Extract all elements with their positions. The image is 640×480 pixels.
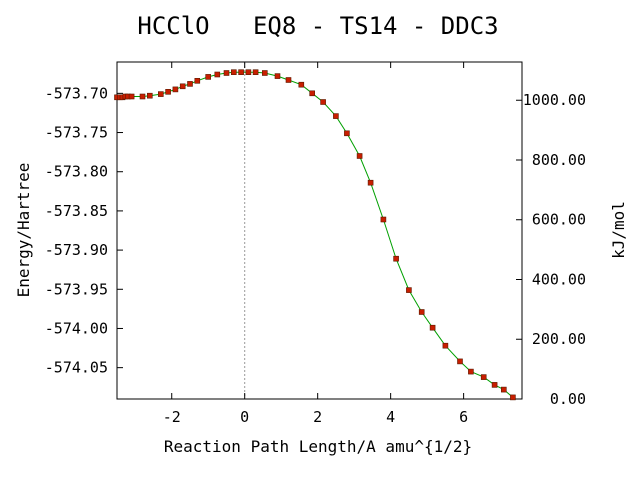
x-axis: -2 0 2 4 6: [163, 62, 468, 426]
data-point: [320, 99, 326, 105]
data-point: [128, 93, 135, 100]
x-axis-label: Reaction Path Length/A amu^{1/2}: [164, 437, 472, 456]
data-point: [139, 93, 146, 100]
y-tick-label: -573.85: [45, 202, 108, 220]
y-tick-label: -573.75: [45, 124, 108, 142]
data-point: [214, 71, 221, 78]
y2-tick-label: 1000.00: [523, 91, 586, 109]
data-point: [238, 69, 244, 75]
data-point: [491, 382, 498, 388]
y2-tick-label: 400.00: [532, 270, 586, 288]
data-point: [344, 130, 350, 137]
data-point: [429, 324, 436, 331]
data-point: [500, 386, 507, 393]
data-point: [333, 113, 339, 119]
data-point: [356, 153, 363, 159]
data-point: [261, 70, 268, 76]
data-point: [158, 91, 164, 97]
data-point: [274, 73, 281, 79]
data-point: [231, 69, 237, 75]
data-point: [393, 255, 399, 262]
x-tick-label: -2: [163, 408, 181, 426]
data-point: [194, 78, 201, 84]
data-point: [442, 342, 449, 349]
data-point: [165, 89, 171, 95]
y-axis-right: 1000.00 800.00 600.00 400.00 200.00 0.00: [516, 91, 586, 408]
x-tick-label: 6: [459, 408, 468, 426]
data-point: [252, 69, 259, 75]
data-point: [223, 70, 230, 76]
y-tick-label: -573.95: [45, 280, 108, 298]
data-point: [172, 86, 179, 93]
y-tick-label: -574.00: [45, 319, 108, 337]
y-tick-label: -573.90: [45, 241, 108, 259]
y2-tick-label: 0.00: [550, 390, 586, 408]
y-tick-label: -573.80: [45, 163, 108, 181]
y2-tick-label: 600.00: [532, 211, 586, 229]
curve-layer: [117, 71, 514, 398]
data-point: [298, 81, 305, 88]
plot-area-frame: [116, 61, 523, 400]
data-point: [245, 69, 252, 75]
y2-tick-label: 200.00: [532, 330, 586, 348]
y-tick-label: -574.05: [45, 359, 108, 377]
y2-tick-label: 800.00: [532, 151, 586, 169]
x-tick-label: 0: [240, 408, 249, 426]
data-point: [147, 92, 153, 99]
y2-axis-label: kJ/mol: [609, 201, 628, 259]
data-point: [380, 216, 387, 223]
marker-layer: [114, 69, 516, 401]
data-point: [205, 74, 211, 80]
data-point: [179, 83, 186, 90]
data-point: [187, 81, 193, 87]
energy-curve: [117, 71, 514, 398]
data-point: [285, 77, 292, 83]
x-tick-label: 2: [313, 408, 322, 426]
chart-title: HCClO EQ8 - TS14 - DDC3: [137, 12, 498, 40]
x-tick-label: 4: [386, 408, 395, 426]
y-axis-left: -573.70 -573.75 -573.80 -573.85 -573.90 -573.…: [45, 84, 123, 377]
data-point: [418, 309, 425, 315]
y-tick-label: -573.70: [45, 84, 108, 102]
data-point: [367, 179, 374, 186]
data-point: [309, 90, 316, 97]
data-point: [480, 374, 487, 380]
data-point: [406, 287, 412, 293]
data-point: [457, 358, 463, 365]
y-axis-label: Energy/Hartree: [14, 163, 33, 298]
data-point: [468, 368, 474, 375]
data-point: [510, 394, 516, 401]
